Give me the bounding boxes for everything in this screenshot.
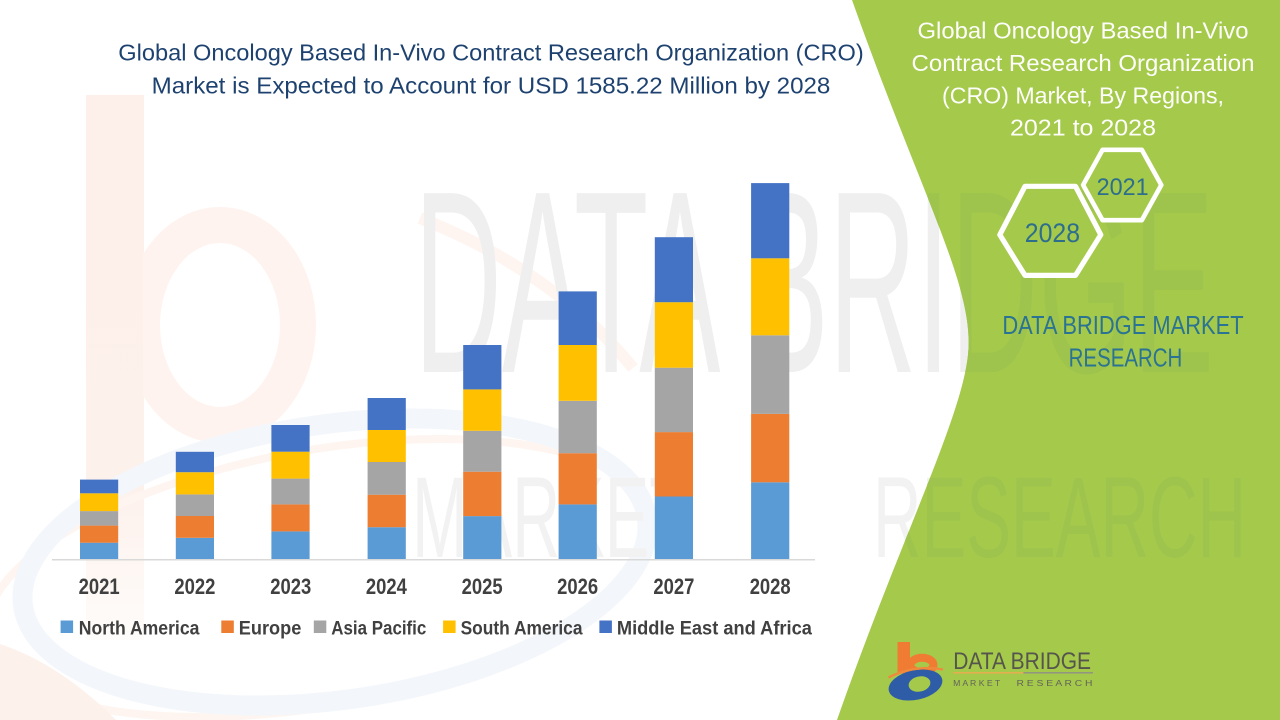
svg-text:Asia Pacific: Asia Pacific: [331, 619, 426, 640]
svg-text:2028: 2028: [750, 574, 791, 599]
svg-text:Global Oncology Based In-Vivo: Global Oncology Based In-Vivo Contract R…: [118, 40, 863, 66]
svg-text:(CRO) Market, By Regions,: (CRO) Market, By Regions,: [942, 82, 1224, 108]
svg-text:2022: 2022: [174, 574, 215, 599]
svg-text:MARKET: MARKET: [412, 454, 690, 582]
svg-text:RESEARCH: RESEARCH: [873, 454, 1246, 582]
svg-text:2028: 2028: [1025, 218, 1080, 248]
svg-text:South America: South America: [461, 619, 583, 640]
svg-text:Europe: Europe: [239, 619, 301, 640]
svg-text:DATA BRIDGE: DATA BRIDGE: [953, 648, 1091, 675]
svg-text:2027: 2027: [653, 574, 694, 599]
svg-text:2021: 2021: [1097, 174, 1149, 201]
svg-text:M A R K E T: M A R K E T: [953, 679, 1000, 688]
svg-text:RESEARCH: RESEARCH: [1069, 344, 1183, 372]
svg-text:Contract Research Organization: Contract Research Organization: [912, 50, 1255, 76]
svg-text:2026: 2026: [557, 574, 598, 599]
svg-text:2021: 2021: [79, 574, 120, 599]
svg-text:Global Oncology Based In-Vivo: Global Oncology Based In-Vivo: [918, 18, 1249, 44]
svg-text:DATA BRIDGE MARKET: DATA BRIDGE MARKET: [1002, 312, 1243, 340]
svg-text:R E S E A R C H: R E S E A R C H: [1017, 679, 1093, 688]
svg-text:2023: 2023: [270, 574, 311, 599]
svg-text:Middle East and Africa: Middle East and Africa: [617, 619, 812, 640]
svg-text:North America: North America: [79, 619, 200, 640]
svg-text:Market is Expected to Account: Market is Expected to Account for USD 15…: [152, 73, 831, 99]
svg-text:2021 to 2028: 2021 to 2028: [1010, 115, 1156, 141]
svg-text:2024: 2024: [366, 574, 408, 599]
svg-text:2025: 2025: [462, 574, 503, 599]
